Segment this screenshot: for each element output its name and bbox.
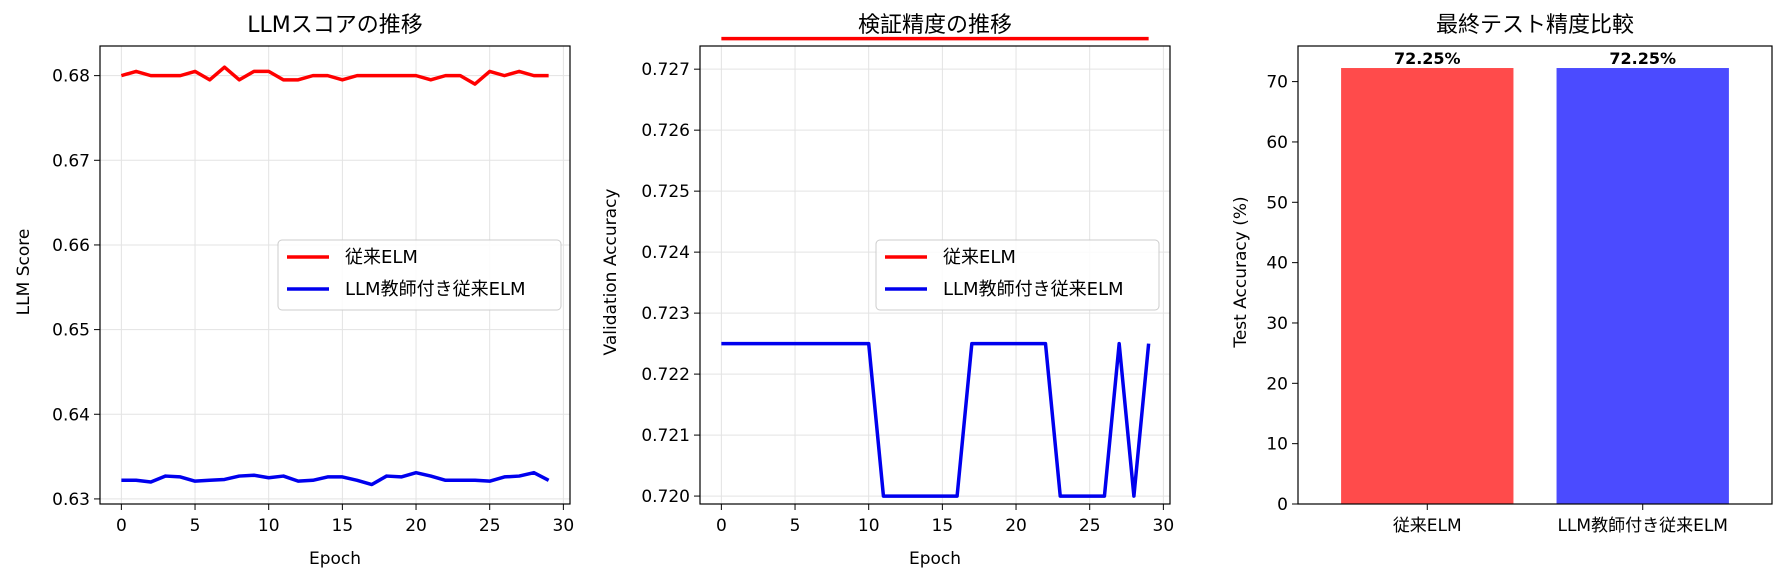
x-tick-label: 0 [116, 516, 127, 536]
series-line [721, 341, 1151, 498]
bar [1341, 68, 1514, 505]
x-tick-label: 従来ELM [1393, 516, 1462, 536]
y-tick-label: 0.63 [52, 490, 90, 510]
plot-frame [699, 45, 1171, 505]
y-tick-label: 0.68 [52, 67, 90, 87]
y-axis-label: Validation Accuracy [601, 189, 621, 356]
x-tick-label: 10 [258, 516, 280, 536]
x-tick-label: 15 [332, 516, 354, 536]
x-axis-label: Epoch [309, 549, 361, 569]
plot-frame [99, 45, 571, 505]
legend-box [875, 239, 1160, 311]
y-tick-label: 0 [1277, 495, 1288, 515]
chart-title: 最終テスト精度比較 [1436, 13, 1634, 38]
y-tick-label: 10 [1266, 435, 1288, 455]
legend-label: 従来ELM [943, 247, 1016, 268]
x-tick-label: 30 [553, 516, 575, 536]
y-tick-label: 0.727 [641, 60, 690, 80]
validation-accuracy-panel: 検証精度の推移 Epoch Validation Accuracy 0 5 10 15… [601, 13, 1174, 569]
y-tick-label: 30 [1266, 314, 1288, 334]
bar-value-label: 72.25% [1609, 49, 1676, 68]
x-tick-label: 30 [1153, 516, 1175, 536]
y-tick-label: 0.726 [641, 121, 690, 141]
y-tick-label: 20 [1266, 374, 1288, 394]
y-axis-label: Test Accuracy (%) [1231, 196, 1251, 348]
y-tick-label: 0.723 [641, 304, 690, 324]
y-tick-label: 0.721 [641, 426, 690, 446]
y-tick-label: 50 [1266, 193, 1288, 213]
x-axis-label: Epoch [909, 549, 961, 569]
x-tick-label: 25 [1079, 516, 1101, 536]
plot-frame [1297, 45, 1773, 505]
x-tick-label: 0 [716, 516, 727, 536]
series-line [120, 65, 549, 86]
y-tick-label: 0.720 [641, 487, 690, 507]
x-tick-label: 10 [858, 516, 880, 536]
bar-value-label: 72.25% [1394, 49, 1461, 68]
y-tick-label: 0.722 [641, 365, 690, 385]
llm-score-panel: LLMスコアの推移 Epoch LLM Score 0 5 10 15 20 25 30 0.… [14, 13, 574, 569]
x-tick-label: 5 [790, 516, 801, 536]
x-tick-label: 15 [932, 516, 954, 536]
y-tick-label: 0.66 [52, 236, 90, 256]
legend: 従来ELM LLM教師付き従来ELM [875, 239, 1160, 311]
x-tick-label: 25 [479, 516, 501, 536]
y-tick-label: 0.67 [52, 151, 90, 171]
legend: 従来ELM LLM教師付き従来ELM [277, 239, 562, 311]
final-test-accuracy-panel: 最終テスト精度比較 Test Accuracy (%) 72.25% 72.25%… [1231, 13, 1773, 536]
legend-label: LLM教師付き従来ELM [943, 279, 1124, 300]
legend-label: 従来ELM [345, 247, 418, 268]
y-tick-label: 0.724 [641, 243, 690, 263]
x-tick-label: 20 [1005, 516, 1027, 536]
bar [1556, 68, 1729, 505]
chart-title: 検証精度の推移 [858, 13, 1012, 38]
y-tick-label: 0.65 [52, 321, 90, 341]
x-tick-label: 5 [190, 516, 201, 536]
legend-label: LLM教師付き従来ELM [345, 279, 526, 300]
series-line [121, 470, 550, 487]
y-tick-label: 70 [1266, 73, 1288, 93]
y-tick-label: 0.64 [52, 405, 90, 425]
chart-title: LLMスコアの推移 [247, 13, 423, 38]
y-tick-label: 0.725 [641, 182, 690, 202]
y-axis-label: LLM Score [14, 229, 34, 316]
legend-box [277, 239, 562, 311]
x-tick-label: LLM教師付き従来ELM [1557, 516, 1728, 536]
y-tick-label: 60 [1266, 133, 1288, 153]
x-tick-label: 20 [405, 516, 427, 536]
y-tick-label: 40 [1266, 254, 1288, 274]
